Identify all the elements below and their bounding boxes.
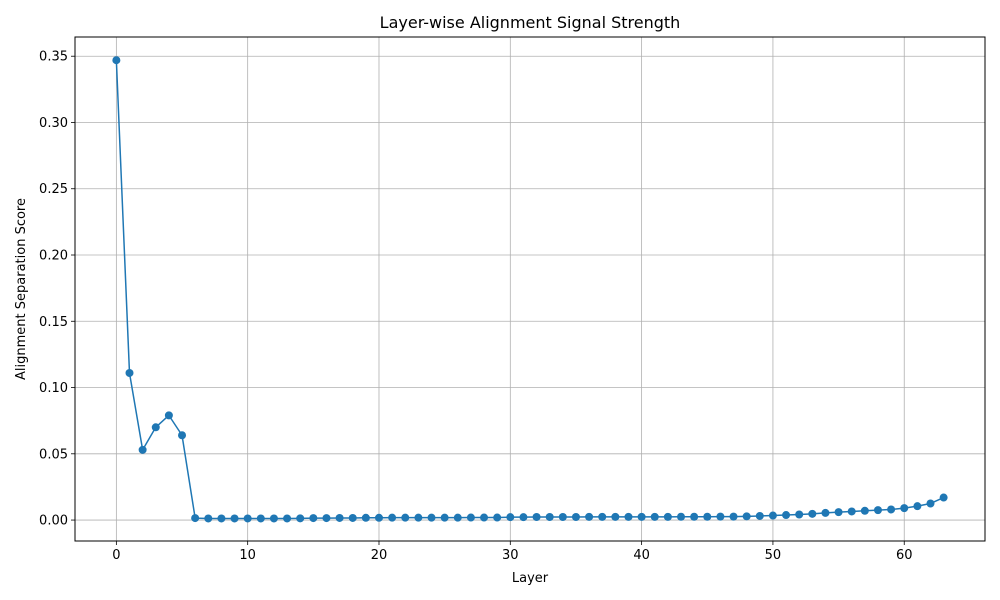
data-point — [690, 512, 699, 521]
data-point — [204, 514, 213, 523]
data-point — [834, 508, 843, 517]
data-point — [217, 514, 226, 523]
data-point — [768, 511, 777, 520]
data-point — [256, 514, 265, 523]
data-point — [348, 513, 357, 522]
data-point — [440, 513, 449, 522]
plot-frame — [74, 36, 986, 542]
data-point — [939, 493, 948, 502]
data-point — [611, 512, 620, 521]
y-axis-label: Alignment Separation Score — [14, 198, 29, 380]
data-point — [755, 511, 764, 520]
y-tick-label: 0.15 — [39, 315, 68, 330]
data-point — [335, 513, 344, 522]
data-point — [112, 56, 121, 65]
data-point — [322, 514, 331, 523]
data-point — [401, 513, 410, 522]
data-point — [466, 513, 475, 522]
data-point — [243, 514, 252, 523]
data-point — [703, 512, 712, 521]
data-point — [663, 512, 672, 521]
x-axis-label: Layer — [512, 571, 549, 586]
data-point — [493, 513, 502, 522]
data-point — [729, 512, 738, 521]
y-tick-label: 0.20 — [39, 249, 68, 264]
data-point — [545, 513, 554, 522]
data-point — [650, 512, 659, 521]
y-tick-label: 0.10 — [39, 381, 68, 396]
data-point — [269, 514, 278, 523]
y-tick-label: 0.05 — [39, 447, 68, 462]
data-point — [821, 508, 830, 517]
data-point — [388, 513, 397, 522]
data-point — [361, 513, 370, 522]
x-tick-label: 10 — [239, 548, 256, 563]
series-line — [115, 60, 944, 520]
data-point — [414, 513, 423, 522]
data-point — [860, 506, 869, 515]
y-tick-label: 0.25 — [39, 182, 68, 197]
data-point — [480, 513, 489, 522]
data-point — [230, 514, 239, 523]
data-point — [558, 513, 567, 522]
x-tick-label: 60 — [896, 548, 913, 563]
y-tick-label: 0.00 — [39, 514, 68, 529]
data-point — [427, 513, 436, 522]
data-point — [506, 513, 515, 522]
chart-title: Layer-wise Alignment Signal Strength — [380, 13, 681, 32]
data-point — [624, 512, 633, 521]
x-tick-label: 30 — [502, 548, 519, 563]
data-point — [598, 512, 607, 521]
x-tick-label: 50 — [765, 548, 782, 563]
data-point — [309, 514, 318, 523]
data-point — [716, 512, 725, 521]
x-tick-label: 20 — [371, 548, 388, 563]
data-point — [585, 512, 594, 521]
data-point — [164, 411, 173, 420]
x-axis-ticks: 0 10 20 30 40 50 60 — [112, 541, 913, 563]
data-point — [808, 509, 817, 518]
data-point — [926, 499, 935, 508]
series-markers — [112, 56, 948, 523]
data-point — [873, 506, 882, 515]
data-point — [283, 514, 292, 523]
y-tick-label: 0.30 — [39, 116, 68, 131]
data-point — [151, 423, 160, 432]
data-point — [191, 514, 200, 523]
data-point — [296, 514, 305, 523]
data-point — [453, 513, 462, 522]
data-point — [913, 502, 922, 511]
y-tick-label: 0.35 — [39, 50, 68, 65]
series-line-layer — [115, 60, 944, 520]
data-point — [532, 513, 541, 522]
data-point — [125, 368, 134, 377]
data-point — [138, 445, 147, 454]
grid-lines — [75, 37, 985, 541]
x-tick-label: 0 — [112, 548, 120, 563]
data-point — [742, 512, 751, 521]
y-axis-ticks: 0.00 0.05 0.10 0.15 0.20 0.25 0.30 0.35 — [39, 50, 75, 529]
data-point — [519, 513, 528, 522]
data-point — [178, 431, 187, 440]
data-point — [677, 512, 686, 521]
data-point — [637, 512, 646, 521]
x-tick-label: 40 — [633, 548, 650, 563]
data-point — [782, 511, 791, 520]
data-point — [374, 513, 383, 522]
data-point — [571, 513, 580, 522]
data-point — [900, 504, 909, 513]
data-point — [887, 505, 896, 514]
data-point — [795, 510, 804, 519]
data-point — [847, 507, 856, 516]
